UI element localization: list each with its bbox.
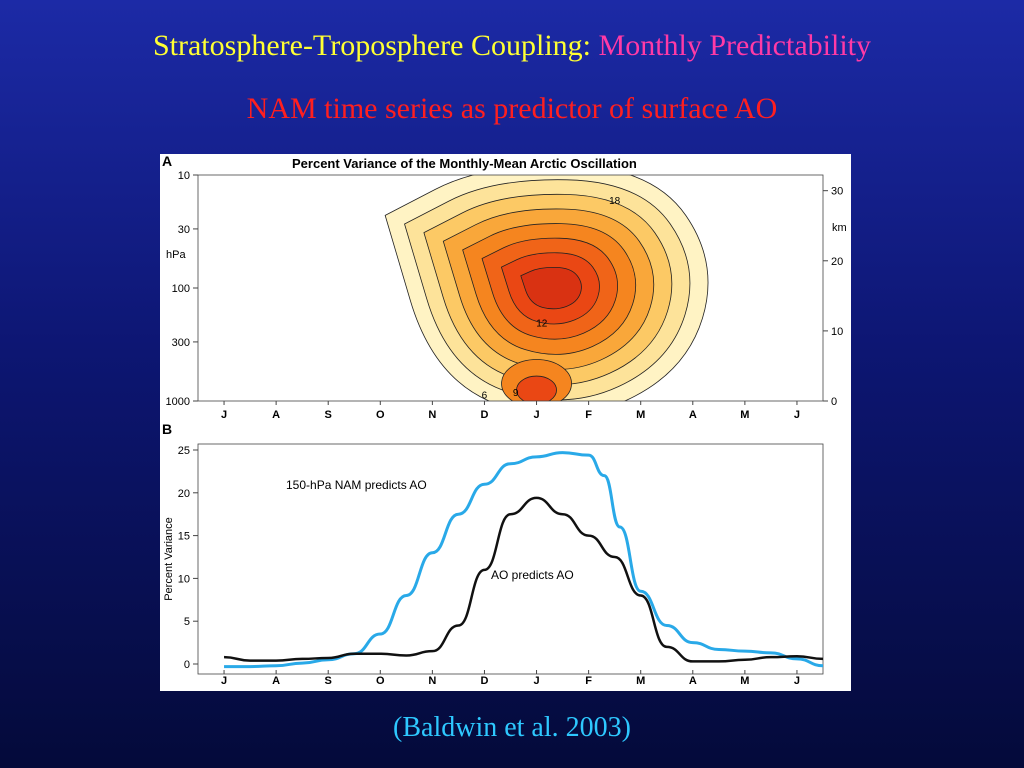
pressure-tick-label: 300	[172, 337, 190, 349]
panel-a: A Percent Variance of the Monthly-Mean A…	[162, 154, 847, 421]
month-tick-label: O	[376, 409, 385, 421]
contour-label: 9	[513, 388, 519, 399]
month-tick-label: M	[740, 409, 749, 421]
contour-level	[516, 375, 557, 401]
panel-b-frame	[197, 443, 824, 675]
month-tick-label: A	[272, 675, 280, 687]
month-tick-label: J	[221, 675, 227, 687]
panel-a-right-unit: km	[832, 222, 847, 234]
contour-level	[520, 266, 582, 310]
month-tick-label: M	[636, 409, 645, 421]
panel-a-y-ticks: 10 30 100 300 1000	[166, 170, 198, 408]
heatmap-contours	[384, 175, 709, 401]
contour-labels: 6 9 12 18	[482, 196, 621, 402]
km-tick-label: 0	[831, 396, 837, 408]
month-tick-label: N	[428, 675, 436, 687]
slide-title-part2: Monthly Predictability	[598, 29, 871, 62]
month-tick-label: M	[636, 675, 645, 687]
variance-tick-label: 0	[184, 659, 190, 671]
km-tick-label: 20	[831, 256, 843, 268]
nam-series-line	[224, 451, 824, 669]
slide-subtitle: NAM time series as predictor of surface …	[246, 92, 778, 125]
month-tick-label: S	[325, 409, 332, 421]
month-tick-label: A	[272, 409, 280, 421]
km-tick-label: 30	[831, 186, 843, 198]
panel-a-right-ticks: 30 20 10 0	[823, 186, 843, 408]
panel-b-y-ticks: 0 5 10 15 20 25	[178, 445, 198, 671]
variance-tick-label: 5	[184, 616, 190, 628]
panel-b-label: B	[162, 421, 172, 437]
legend-ao-label: AO predicts AO	[491, 568, 574, 582]
citation: (Baldwin et al. 2003)	[393, 712, 631, 743]
month-tick-label: N	[428, 409, 436, 421]
panel-a-title: Percent Variance of the Monthly-Mean Arc…	[292, 156, 637, 171]
slide-title: Stratosphere-Troposphere Coupling: Month…	[0, 26, 1024, 66]
legend-nam-label: 150-hPa NAM predicts AO	[286, 478, 427, 492]
pressure-tick-label: 30	[178, 224, 190, 236]
panel-b-y-label: Percent Variance	[163, 517, 175, 601]
panel-a-label: A	[162, 154, 172, 169]
pressure-tick-label: 1000	[166, 396, 190, 408]
contour-label: 18	[609, 196, 621, 207]
month-tick-label: J	[794, 409, 800, 421]
variance-tick-label: 25	[178, 445, 190, 457]
km-tick-label: 10	[831, 326, 843, 338]
figure-panel: A Percent Variance of the Monthly-Mean A…	[160, 154, 851, 691]
month-tick-label: D	[480, 409, 488, 421]
ao-series-line	[224, 496, 824, 663]
month-tick-label: F	[585, 675, 592, 687]
panel-b-series	[224, 451, 824, 669]
variance-tick-label: 15	[178, 531, 190, 543]
variance-tick-label: 10	[178, 573, 190, 585]
month-tick-label: J	[221, 409, 227, 421]
month-tick-label: J	[533, 409, 539, 421]
month-tick-label: M	[740, 675, 749, 687]
figure-svg: A Percent Variance of the Monthly-Mean A…	[162, 154, 847, 687]
slide-title-part1: Stratosphere-Troposphere Coupling:	[152, 29, 599, 62]
month-tick-label: O	[376, 675, 385, 687]
month-tick-label: J	[794, 675, 800, 687]
pressure-tick-label: 10	[178, 170, 190, 182]
month-tick-label: F	[585, 409, 592, 421]
contour-label: 6	[482, 390, 488, 401]
panel-a-y-unit: hPa	[166, 249, 186, 261]
month-tick-label: S	[325, 675, 332, 687]
variance-tick-label: 20	[178, 488, 190, 500]
panel-b: B 0 5 10 15 20 25 J A S O N D J F M A M J Percent Varian…	[162, 421, 824, 687]
contour-label: 12	[536, 319, 548, 330]
month-tick-label: D	[480, 675, 488, 687]
month-tick-label: A	[689, 675, 697, 687]
month-tick-label: A	[689, 409, 697, 421]
pressure-tick-label: 100	[172, 283, 190, 295]
month-tick-label: J	[533, 675, 539, 687]
